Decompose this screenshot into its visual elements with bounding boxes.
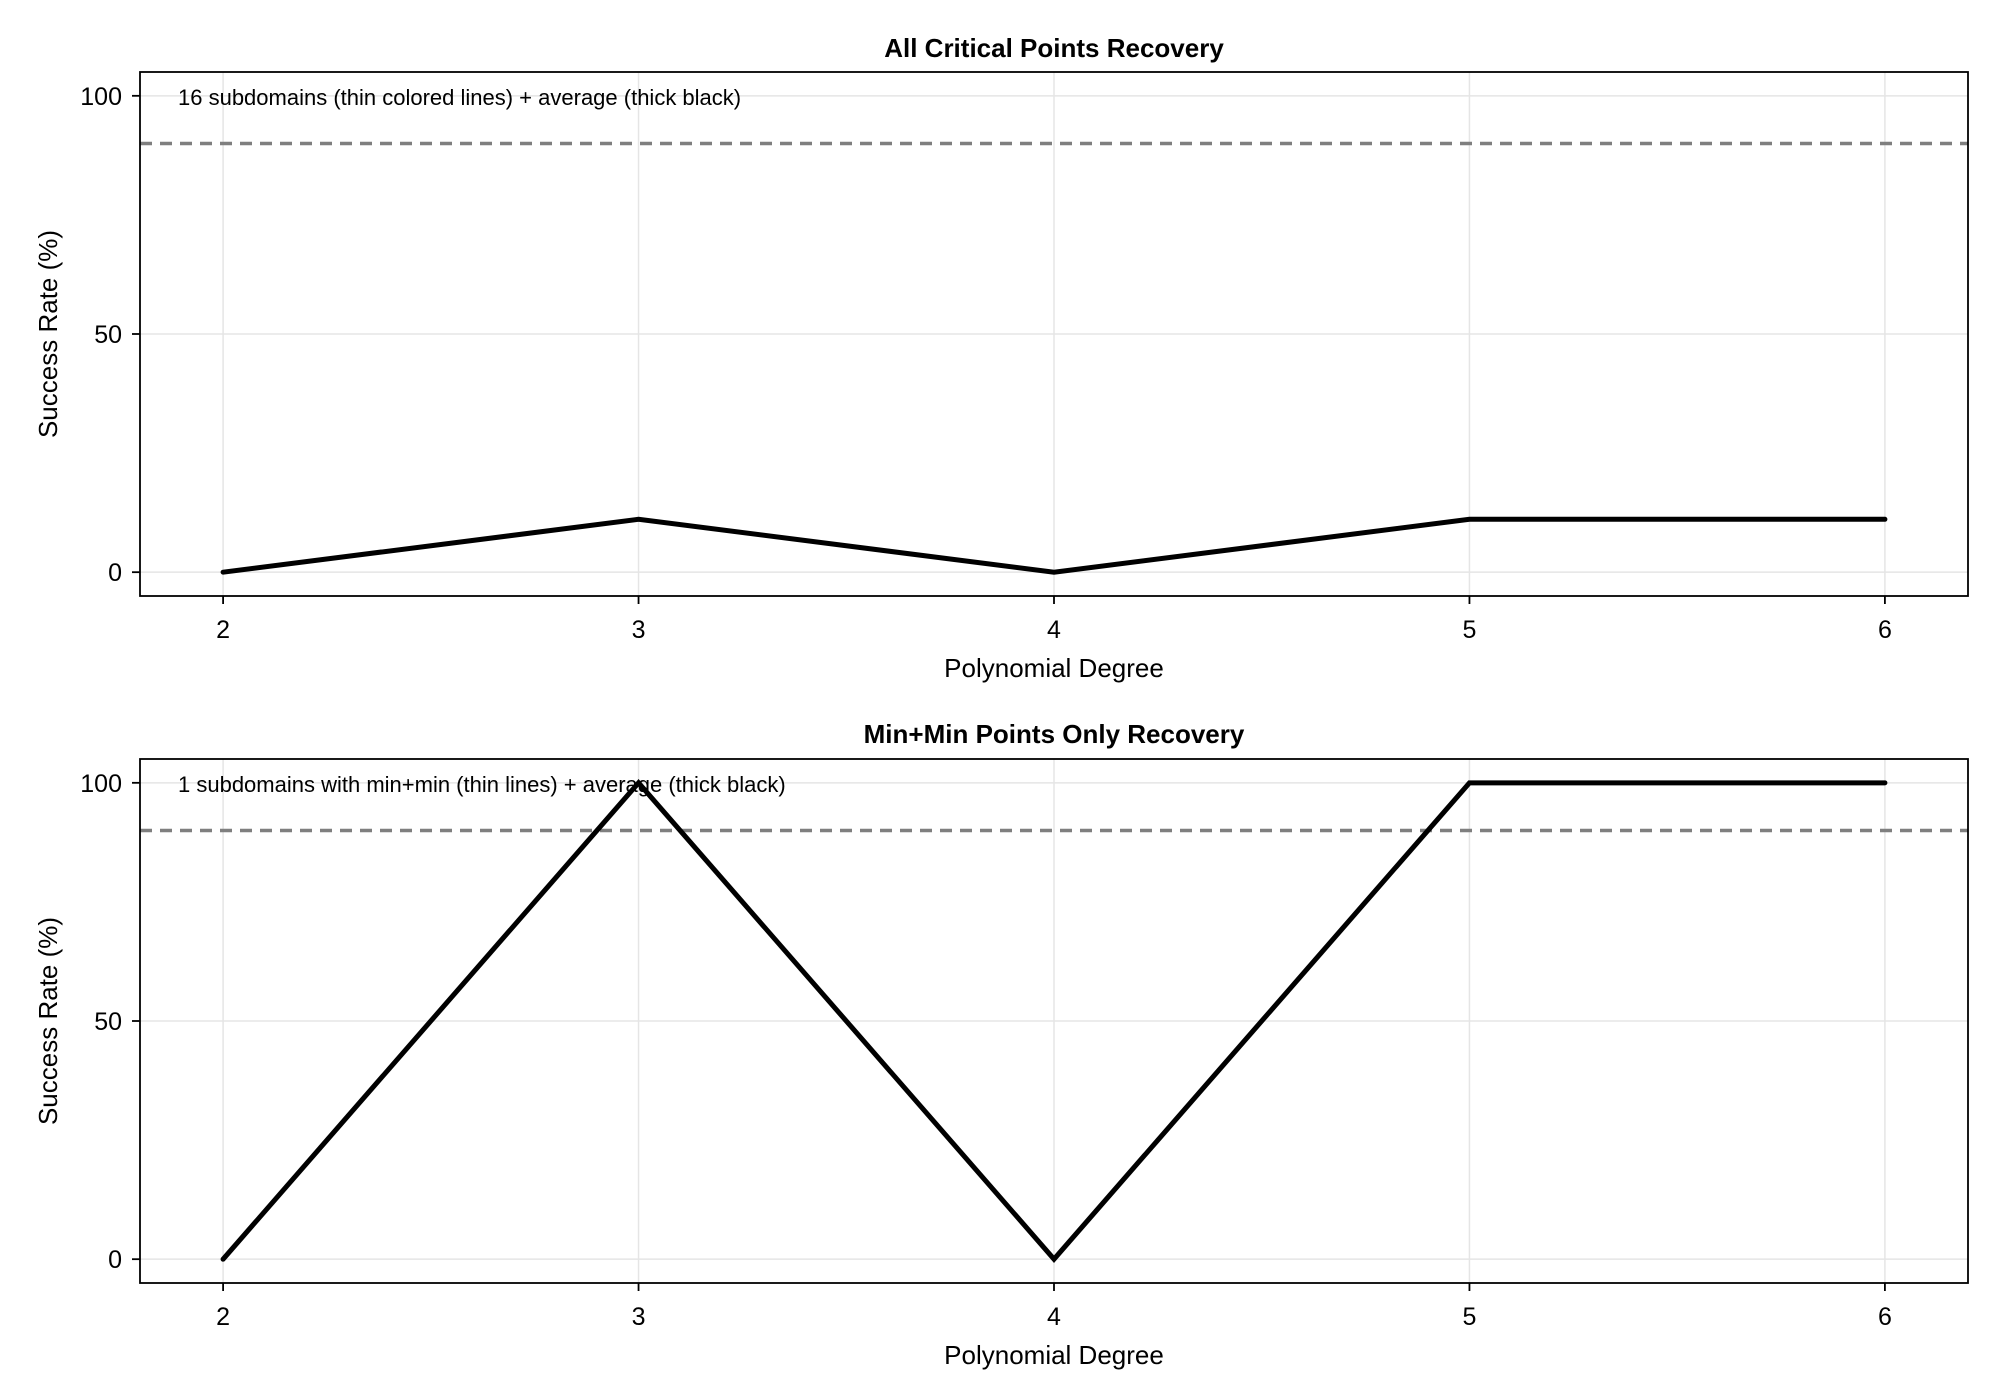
x-tick-label: 3 — [632, 616, 646, 644]
plot-area: 2 3 4 5 6 0 50 100 — [80, 71, 1969, 644]
x-tick-label: 4 — [1047, 1303, 1061, 1331]
y-tick-label: 50 — [94, 1008, 122, 1036]
plot-area: 2 3 4 5 6 0 50 100 — [80, 758, 1969, 1331]
x-tick-label: 3 — [632, 1303, 646, 1331]
x-tick-label: 5 — [1463, 616, 1477, 644]
panel-min-min-points: Min+Min Points Only Recovery Success Rat… — [33, 719, 1969, 1370]
chart-title: Min+Min Points Only Recovery — [864, 719, 1245, 749]
y-axis-label: Success Rate (%) — [33, 230, 63, 438]
x-tick-label: 2 — [216, 616, 230, 644]
y-tick-label: 50 — [94, 321, 122, 349]
x-tick-label: 6 — [1878, 616, 1892, 644]
y-axis-label: Success Rate (%) — [33, 917, 63, 1125]
y-tick-label: 0 — [108, 559, 122, 587]
y-tick-label: 100 — [80, 770, 122, 798]
chart-title: All Critical Points Recovery — [884, 33, 1224, 63]
panel-all-critical-points: All Critical Points Recovery Success Rat… — [33, 33, 1969, 683]
chart-annotation: 1 subdomains with min+min (thin lines) +… — [178, 772, 786, 797]
chart-annotation: 16 subdomains (thin colored lines) + ave… — [178, 85, 741, 110]
y-tick-label: 100 — [80, 83, 122, 111]
x-axis-label: Polynomial Degree — [944, 1340, 1164, 1370]
x-tick-label: 6 — [1878, 1303, 1892, 1331]
x-tick-label: 2 — [216, 1303, 230, 1331]
x-tick-label: 4 — [1047, 616, 1061, 644]
x-tick-label: 5 — [1463, 1303, 1477, 1331]
y-tick-label: 0 — [108, 1246, 122, 1274]
x-axis-label: Polynomial Degree — [944, 653, 1164, 683]
